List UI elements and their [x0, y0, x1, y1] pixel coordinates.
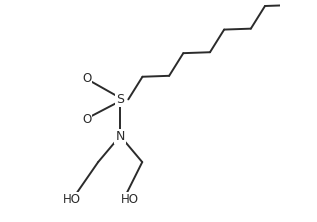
Text: HO: HO: [120, 193, 139, 206]
Text: O: O: [82, 113, 91, 126]
Text: S: S: [116, 93, 124, 106]
Text: HO: HO: [62, 193, 81, 206]
Text: N: N: [115, 130, 125, 143]
Text: O: O: [82, 72, 91, 85]
